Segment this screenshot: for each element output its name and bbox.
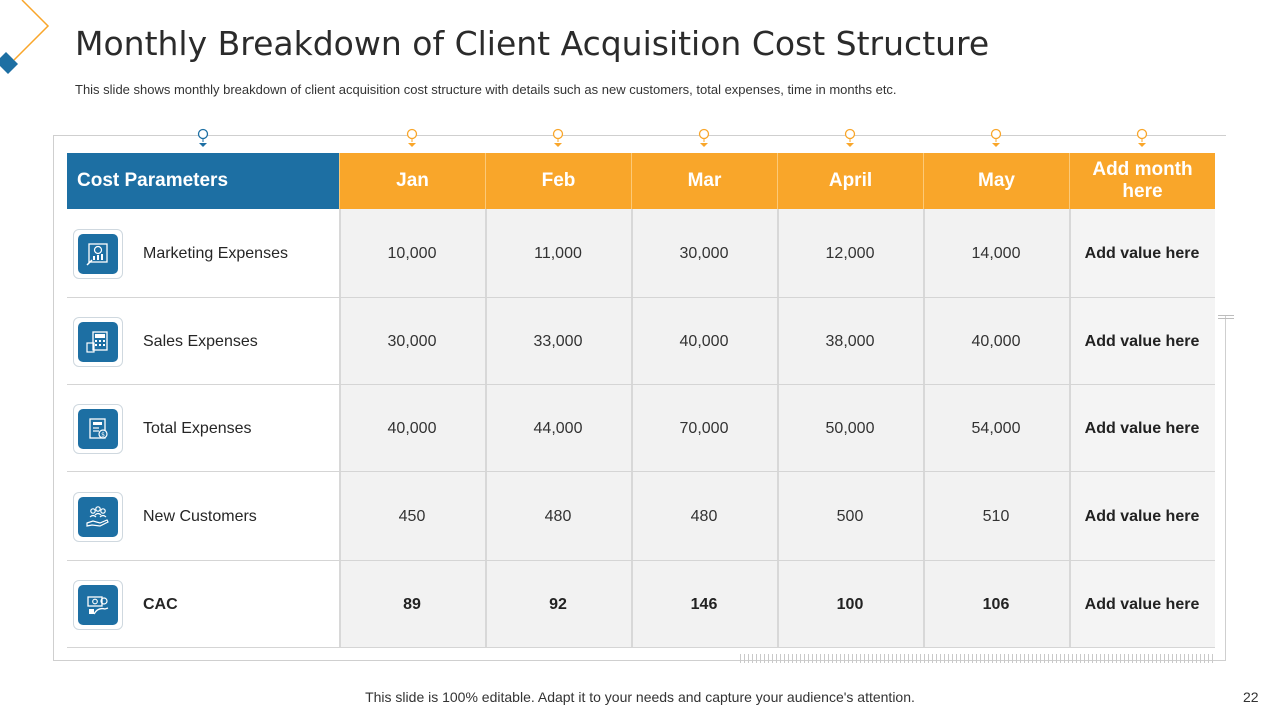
header-month: Feb xyxy=(485,153,631,209)
header-month: April xyxy=(777,153,923,209)
marketing-chart-icon xyxy=(86,242,108,266)
value-cell: 30,000 xyxy=(679,244,729,262)
row-label: Marketing Expenses xyxy=(143,244,288,262)
value-cell-placeholder: Add value here xyxy=(1084,507,1200,525)
sales-calculator-icon xyxy=(86,330,108,353)
corner-decoration xyxy=(0,0,50,74)
value-cell: 89 xyxy=(403,595,421,613)
icon-frame xyxy=(73,579,123,630)
orange-pin-icon xyxy=(698,128,710,147)
value-cell-placeholder: Add value here xyxy=(1084,595,1200,613)
table-row: New Customers xyxy=(67,473,339,560)
header-month: Mar xyxy=(631,153,777,209)
row-divider xyxy=(67,297,1215,298)
header-month: Add month here xyxy=(1069,153,1215,209)
column-add-month xyxy=(1069,209,1215,648)
value-cell: 146 xyxy=(690,595,718,613)
value-cell-placeholder: Add value here xyxy=(1084,244,1200,262)
value-cell: 44,000 xyxy=(533,419,583,437)
cac-money-icon xyxy=(87,595,109,614)
value-cell: 70,000 xyxy=(679,419,729,437)
value-cell: 12,000 xyxy=(825,244,875,262)
table-row: $ Total Expenses xyxy=(67,385,339,472)
orange-pin-icon xyxy=(1136,128,1148,147)
row-divider xyxy=(67,560,1215,561)
orange-pin-icon xyxy=(844,128,856,147)
svg-text:$: $ xyxy=(101,431,105,438)
hatch-decoration xyxy=(740,654,1214,663)
orange-pin-icon xyxy=(406,128,418,147)
orange-pin-icon xyxy=(552,128,564,147)
value-cell: 11,000 xyxy=(534,244,582,262)
page-number: 22 xyxy=(1243,689,1259,705)
value-cell: 106 xyxy=(982,595,1010,613)
blue-pin-icon xyxy=(197,128,209,147)
row-label: Sales Expenses xyxy=(143,332,258,350)
value-cell: 14,000 xyxy=(971,244,1021,262)
value-cell-placeholder: Add value here xyxy=(1084,419,1200,437)
value-cell-placeholder: Add value here xyxy=(1084,332,1200,350)
header-month: Jan xyxy=(339,153,485,209)
frame-tick xyxy=(1218,318,1234,319)
value-cell: 30,000 xyxy=(387,332,437,350)
value-cell: 480 xyxy=(690,507,718,525)
icon-frame xyxy=(73,228,123,279)
expense-document-icon: $ xyxy=(89,417,108,439)
icon-frame xyxy=(73,316,123,367)
row-divider xyxy=(67,647,1215,648)
table-row: Marketing Expenses xyxy=(67,210,339,297)
value-cell: 100 xyxy=(836,595,864,613)
value-cell: 40,000 xyxy=(971,332,1021,350)
page-subtitle: This slide shows monthly breakdown of cl… xyxy=(75,82,897,97)
value-cell: 33,000 xyxy=(533,332,583,350)
icon-frame: $ xyxy=(73,403,123,454)
row-label: Total Expenses xyxy=(143,419,252,437)
value-cell: 38,000 xyxy=(825,332,875,350)
value-cell: 50,000 xyxy=(825,419,875,437)
customers-hand-icon xyxy=(86,505,109,527)
value-cell: 450 xyxy=(398,507,426,525)
row-label: New Customers xyxy=(143,507,257,525)
table-frame xyxy=(53,135,1226,661)
row-divider xyxy=(67,471,1215,472)
column-april xyxy=(777,209,923,648)
value-cell: 40,000 xyxy=(679,332,729,350)
value-cell: 40,000 xyxy=(387,419,437,437)
frame-tick xyxy=(1218,315,1234,316)
column-jan xyxy=(339,209,485,648)
column-may xyxy=(923,209,1069,648)
value-cell: 510 xyxy=(982,507,1010,525)
value-cell: 10,000 xyxy=(387,244,437,262)
value-cell: 480 xyxy=(544,507,572,525)
column-mar xyxy=(631,209,777,648)
table-row: CAC xyxy=(67,561,339,648)
cost-table: Cost Parameters Jan Feb Mar April May Ad… xyxy=(67,153,1215,648)
header-month: May xyxy=(923,153,1069,209)
value-cell: 54,000 xyxy=(971,419,1021,437)
header-cost-parameters: Cost Parameters xyxy=(67,153,339,209)
row-divider xyxy=(67,384,1215,385)
value-cell: 92 xyxy=(549,595,567,613)
value-cell: 500 xyxy=(836,507,864,525)
orange-pin-icon xyxy=(990,128,1002,147)
row-label: CAC xyxy=(143,595,178,613)
column-feb xyxy=(485,209,631,648)
icon-frame xyxy=(73,491,123,542)
footer-note: This slide is 100% editable. Adapt it to… xyxy=(365,689,915,705)
page-title: Monthly Breakdown of Client Acquisition … xyxy=(75,24,990,63)
table-row: Sales Expenses xyxy=(67,298,339,385)
